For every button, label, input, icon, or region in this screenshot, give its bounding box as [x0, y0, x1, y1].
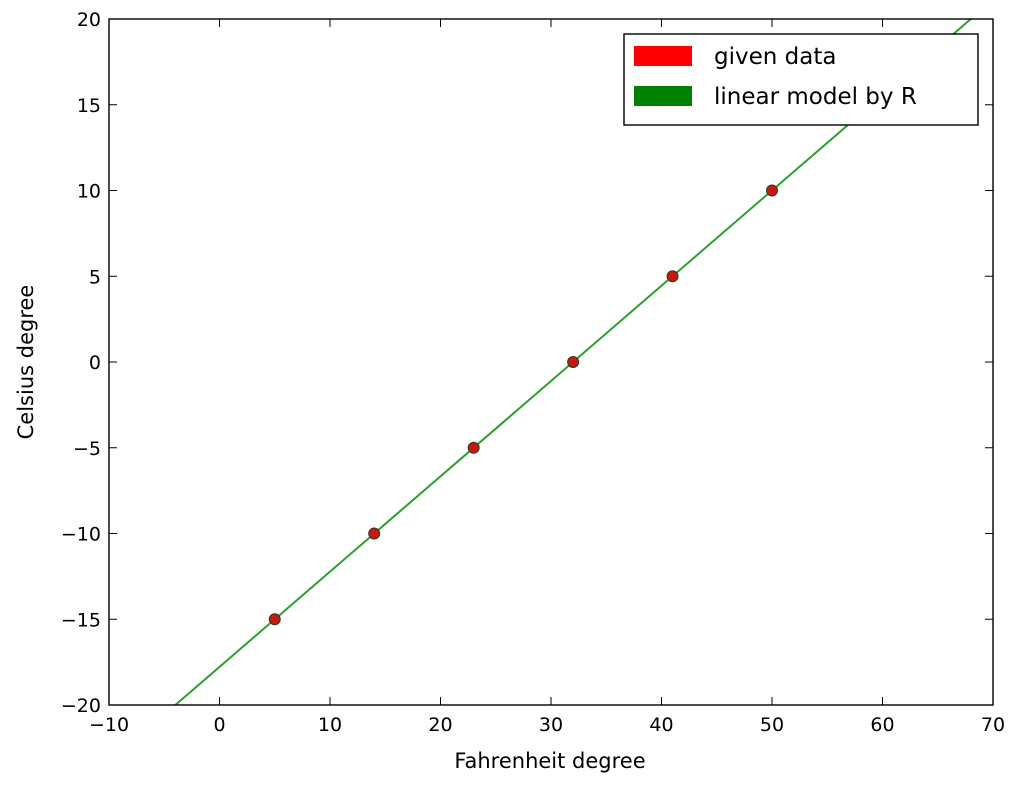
y-tick-label: −15 — [61, 609, 101, 631]
data-point — [268, 613, 281, 626]
y-axis-label: Celsius degree — [14, 285, 38, 440]
y-tick-label: 15 — [77, 95, 101, 117]
y-tick-label: 0 — [89, 352, 101, 374]
legend-label: linear model by R — [714, 84, 917, 110]
plot-background — [109, 19, 993, 705]
x-axis-label: Fahrenheit degree — [454, 749, 645, 773]
x-tick-label: 10 — [318, 714, 342, 736]
series-line-linear-model — [173, 19, 973, 705]
x-tick-label: 0 — [213, 714, 225, 736]
x-tick-label: 70 — [981, 714, 1005, 736]
x-tick-label: 30 — [539, 714, 563, 736]
legend: given data linear model by R — [623, 33, 979, 126]
y-tick-label: −5 — [73, 438, 101, 460]
axis-ticks: −10 0 10 20 30 40 50 60 70 −20 −15 −10 −5 0 5 10 15 20 — [61, 9, 1005, 736]
y-tick-label: −20 — [61, 695, 101, 717]
x-tick-label: 50 — [760, 714, 784, 736]
y-tick-label: 10 — [77, 181, 101, 203]
y-tick-label: −10 — [61, 524, 101, 546]
data-point — [567, 356, 580, 368]
x-tick-label: −10 — [89, 714, 129, 736]
data-point — [368, 527, 381, 540]
legend-label: given data — [714, 44, 836, 70]
x-tick-label: 60 — [870, 714, 894, 736]
data-point — [467, 441, 480, 454]
data-point — [766, 184, 778, 197]
legend-swatch — [634, 46, 692, 66]
data-point — [666, 270, 679, 283]
y-tick-label: 20 — [77, 9, 101, 31]
legend-swatch — [634, 86, 692, 106]
x-tick-label: 40 — [649, 714, 673, 736]
y-tick-label: 5 — [89, 266, 101, 288]
x-tick-label: 20 — [428, 714, 452, 736]
